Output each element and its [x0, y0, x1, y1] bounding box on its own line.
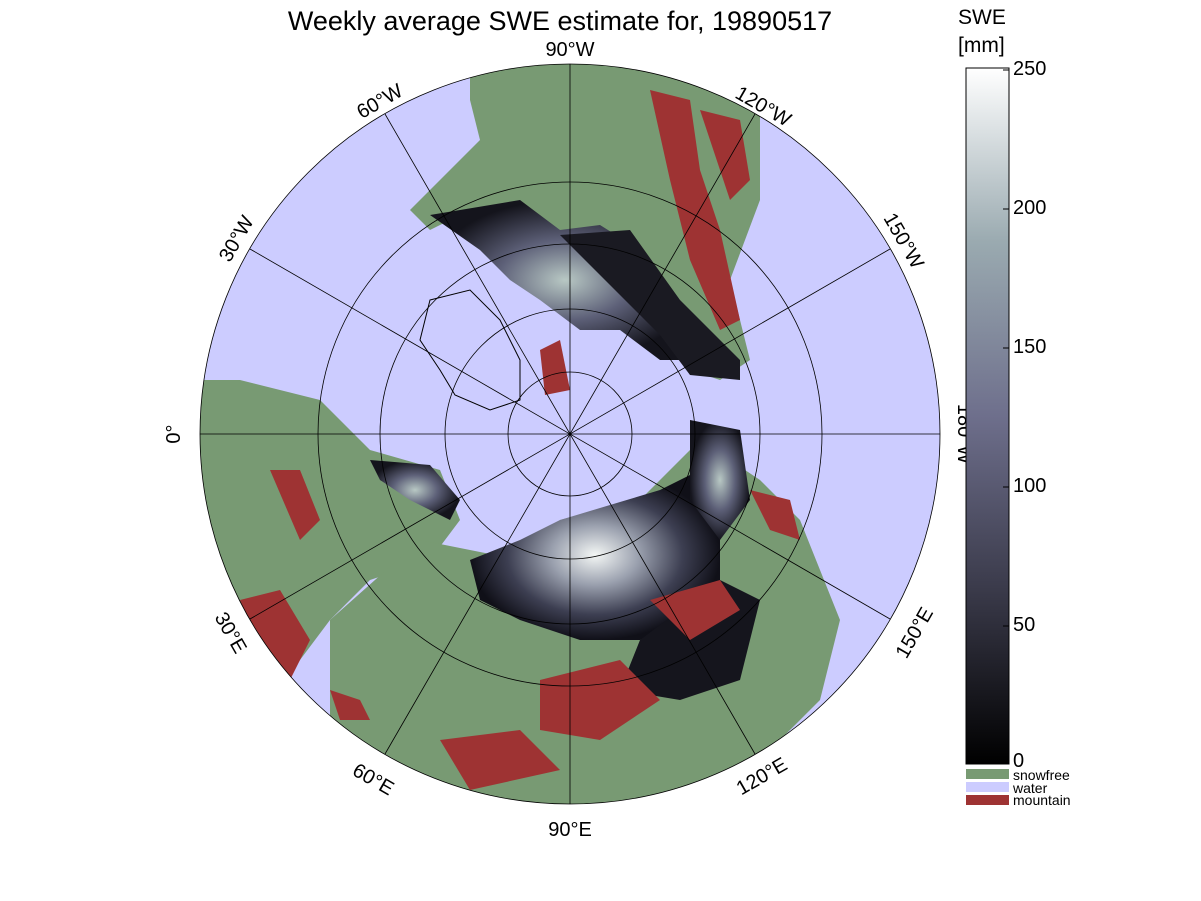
colorbar-tick-label: 200 — [1013, 197, 1047, 219]
meridians — [200, 64, 940, 804]
legend-label-snowfree: snowfree — [1013, 767, 1070, 783]
lon-label-150e: 150°E — [892, 604, 938, 662]
snow-east-asia — [690, 420, 750, 540]
colorbar-units: [mm] — [958, 34, 1005, 57]
greenland-outline — [419, 289, 521, 411]
colorbar-tick-marks — [1003, 69, 1009, 765]
lon-label-30e: 30°E — [210, 609, 251, 658]
colorbar-tick-label: 250 — [1013, 58, 1047, 80]
map-title: Weekly average SWE estimate for, 1989051… — [287, 6, 833, 36]
legend-swatch-water — [966, 782, 1009, 792]
legend-swatch-snowfree — [966, 769, 1009, 779]
snow-scandinavia — [370, 460, 460, 520]
lon-label-90w: 90°W — [545, 39, 594, 61]
colorbar-tick-label: 150 — [1013, 336, 1047, 358]
lon-label-60e: 60°E — [349, 759, 398, 800]
snow-siberia — [470, 470, 720, 640]
colorbar — [965, 67, 1010, 765]
colorbar-tick-label: 0 — [1013, 750, 1025, 772]
legend-label-water: water — [1013, 780, 1048, 796]
colorbar-tick-label: 50 — [1013, 614, 1036, 636]
legend-swatch-mountain — [966, 795, 1009, 805]
legend-label-mountain: mountain — [1013, 792, 1071, 808]
snow-canada-east — [560, 230, 740, 380]
lon-label-90e: 90°E — [548, 819, 592, 841]
colorbar-title: SWE — [958, 6, 1006, 29]
colorbar-tick-label: 100 — [1013, 475, 1047, 497]
lon-label-0: 0° — [163, 424, 185, 443]
snow-canada — [430, 200, 700, 360]
